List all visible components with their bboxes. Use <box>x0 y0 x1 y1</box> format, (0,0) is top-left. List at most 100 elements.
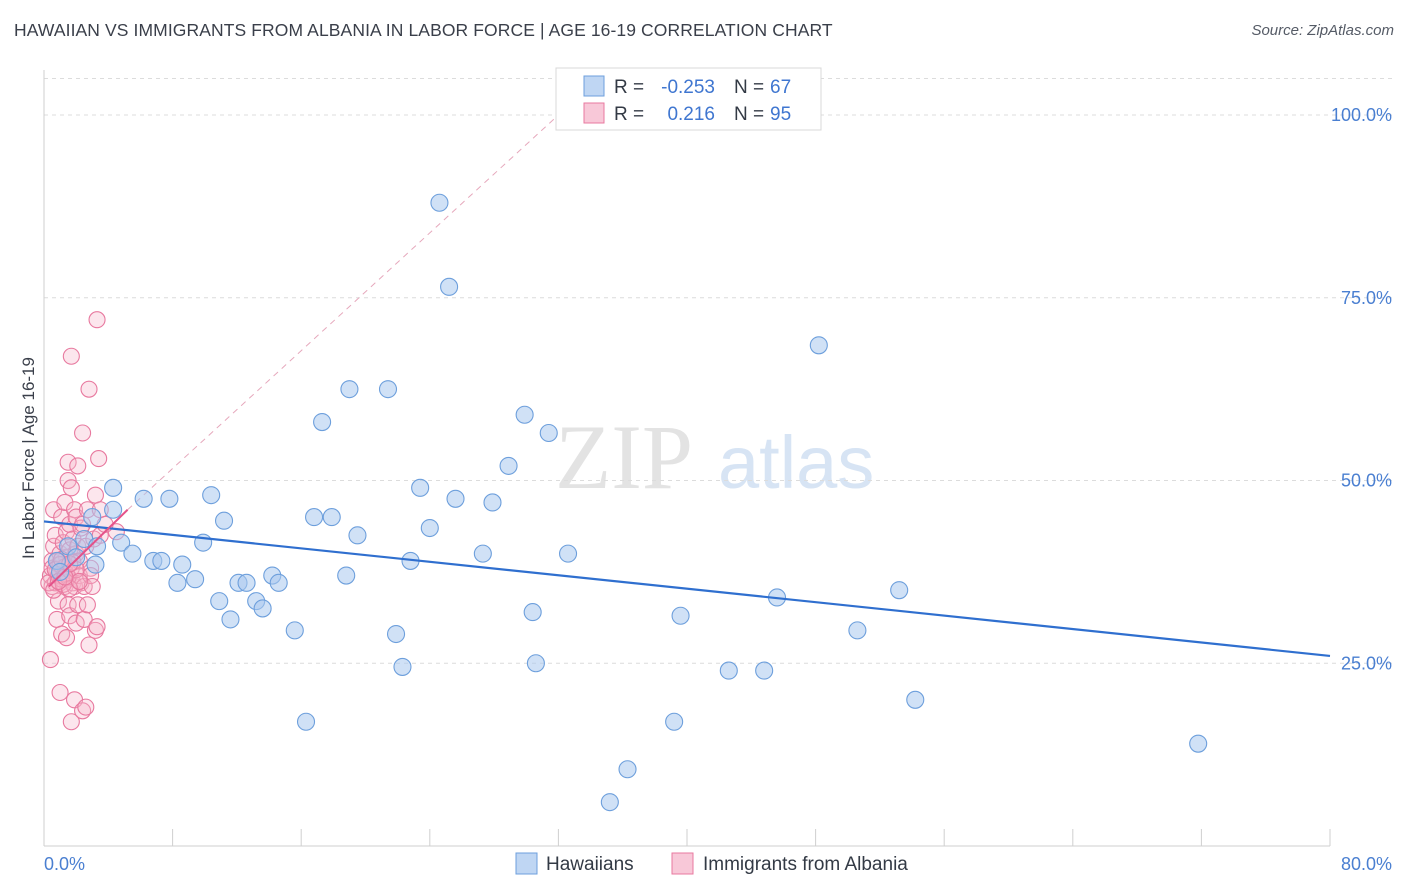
albania-point <box>69 457 87 475</box>
hawaiian-point <box>755 661 774 680</box>
legend-swatch-blue <box>583 75 605 97</box>
albania-point <box>69 596 87 614</box>
legend-r-label: R = <box>614 104 644 125</box>
hawaiian-point <box>473 544 492 563</box>
hawaiian-point <box>210 592 229 611</box>
y-tick-label: 25.0% <box>1341 653 1392 673</box>
hawaiian-point <box>104 500 123 519</box>
hawaiian-point <box>51 562 70 581</box>
legend-n-value: 95 <box>770 104 791 125</box>
albania-point <box>80 380 98 398</box>
hawaiian-point <box>411 478 430 497</box>
albania-point <box>41 651 59 669</box>
hawaiian-point <box>348 526 367 545</box>
hawaiian-point <box>237 573 256 592</box>
albania-point <box>74 424 92 442</box>
legend-r-label: R = <box>614 77 644 98</box>
watermark: ZIP atlas <box>555 406 874 508</box>
source-label: Source: ZipAtlas.com <box>1251 22 1394 39</box>
albania-point <box>88 311 106 329</box>
hawaiian-point <box>430 193 449 212</box>
hawaiian-point <box>87 537 107 556</box>
hawaiian-point <box>890 581 909 600</box>
albania-point <box>70 572 88 590</box>
legend-n-label: N = <box>734 77 764 98</box>
hawaiian-point <box>337 566 356 585</box>
reference-diagonal-line <box>127 114 559 511</box>
y-tick-label: 100.0% <box>1331 105 1392 125</box>
hawaiian-point <box>523 603 542 622</box>
hawaiian-point <box>378 380 398 399</box>
series-legend-label-hawaiians: Hawaiians <box>546 854 634 875</box>
hawaiian-trend-line <box>43 520 1331 658</box>
hawaiian-point <box>483 493 502 512</box>
hawaiian-point <box>440 277 459 296</box>
albania-point <box>62 479 80 497</box>
legend-swatch-pink <box>583 102 605 124</box>
y-axis-title: In Labor Force | Age 16-19 <box>19 357 38 559</box>
series-legend: Hawaiians Immigrants from Albania <box>515 852 908 875</box>
albania-point <box>83 577 101 596</box>
albania-point <box>67 614 85 632</box>
hawaiian-point <box>671 606 690 625</box>
hawaiian-point <box>152 551 171 570</box>
x-tick-label-max: 80.0% <box>1341 854 1392 874</box>
albania-point <box>78 596 96 614</box>
hawaiian-point <box>665 712 684 731</box>
legend-n-value: 67 <box>770 77 791 98</box>
hawaiian-point <box>285 621 304 640</box>
hawaiian-point <box>340 380 359 399</box>
hawaiian-point <box>83 508 102 527</box>
hawaiian-point <box>269 573 288 592</box>
x-ticks <box>43 829 1331 846</box>
hawaiian-point <box>558 544 578 563</box>
hawaiian-point <box>221 610 240 629</box>
hawaiian-point <box>173 555 192 574</box>
albania-point <box>86 486 104 504</box>
hawaiian-point <box>393 657 412 676</box>
hawaiian-point <box>848 621 867 640</box>
y-tick-labels: 25.0% 50.0% 75.0% 100.0% <box>1331 105 1392 673</box>
hawaiian-point <box>526 654 545 673</box>
legend-n-label: N = <box>734 104 764 125</box>
hawaiian-point <box>168 573 187 592</box>
hawaiian-point <box>305 508 324 527</box>
correlation-legend: R = -0.253 N = 67 R = 0.216 N = 95 <box>555 67 822 131</box>
series-legend-swatch-hawaiians <box>515 852 538 875</box>
legend-r-value: -0.253 <box>661 77 715 98</box>
y-tick-label: 50.0% <box>1341 471 1392 491</box>
hawaiian-point <box>296 712 316 731</box>
chart-title: HAWAIIAN VS IMMIGRANTS FROM ALBANIA IN L… <box>14 20 833 40</box>
albania-point <box>77 698 95 716</box>
x-tick-label-min: 0.0% <box>44 854 85 874</box>
albania-point <box>80 636 98 654</box>
albania-point <box>59 453 77 471</box>
hawaiian-point <box>67 548 86 567</box>
hawaiian-point <box>104 478 123 497</box>
albania-point <box>88 618 106 636</box>
albania-point <box>75 610 93 628</box>
hawaiian-point <box>420 518 439 538</box>
hawaiian-point <box>499 456 518 475</box>
hawaiian-point <box>809 336 828 355</box>
hawaiian-point <box>112 533 131 552</box>
hawaiian-points <box>47 193 1208 812</box>
watermark-atlas: atlas <box>718 421 874 504</box>
series-legend-label-albania: Immigrants from Albania <box>703 854 908 875</box>
hawaiian-point <box>313 412 332 432</box>
watermark-zip: ZIP <box>555 406 693 508</box>
albania-point <box>90 450 108 468</box>
hawaiian-point <box>386 624 406 644</box>
hawaiian-point <box>322 508 341 527</box>
hawaiian-point <box>214 511 234 530</box>
hawaiian-point <box>202 486 221 505</box>
hawaiian-point <box>134 489 153 508</box>
hawaiian-point <box>253 599 272 618</box>
hawaiian-point <box>123 544 142 563</box>
albania-point <box>49 592 68 610</box>
hawaiian-point <box>600 793 619 812</box>
hawaiian-point <box>160 489 179 508</box>
hawaiian-point <box>1189 734 1208 753</box>
albania-points <box>40 311 125 731</box>
